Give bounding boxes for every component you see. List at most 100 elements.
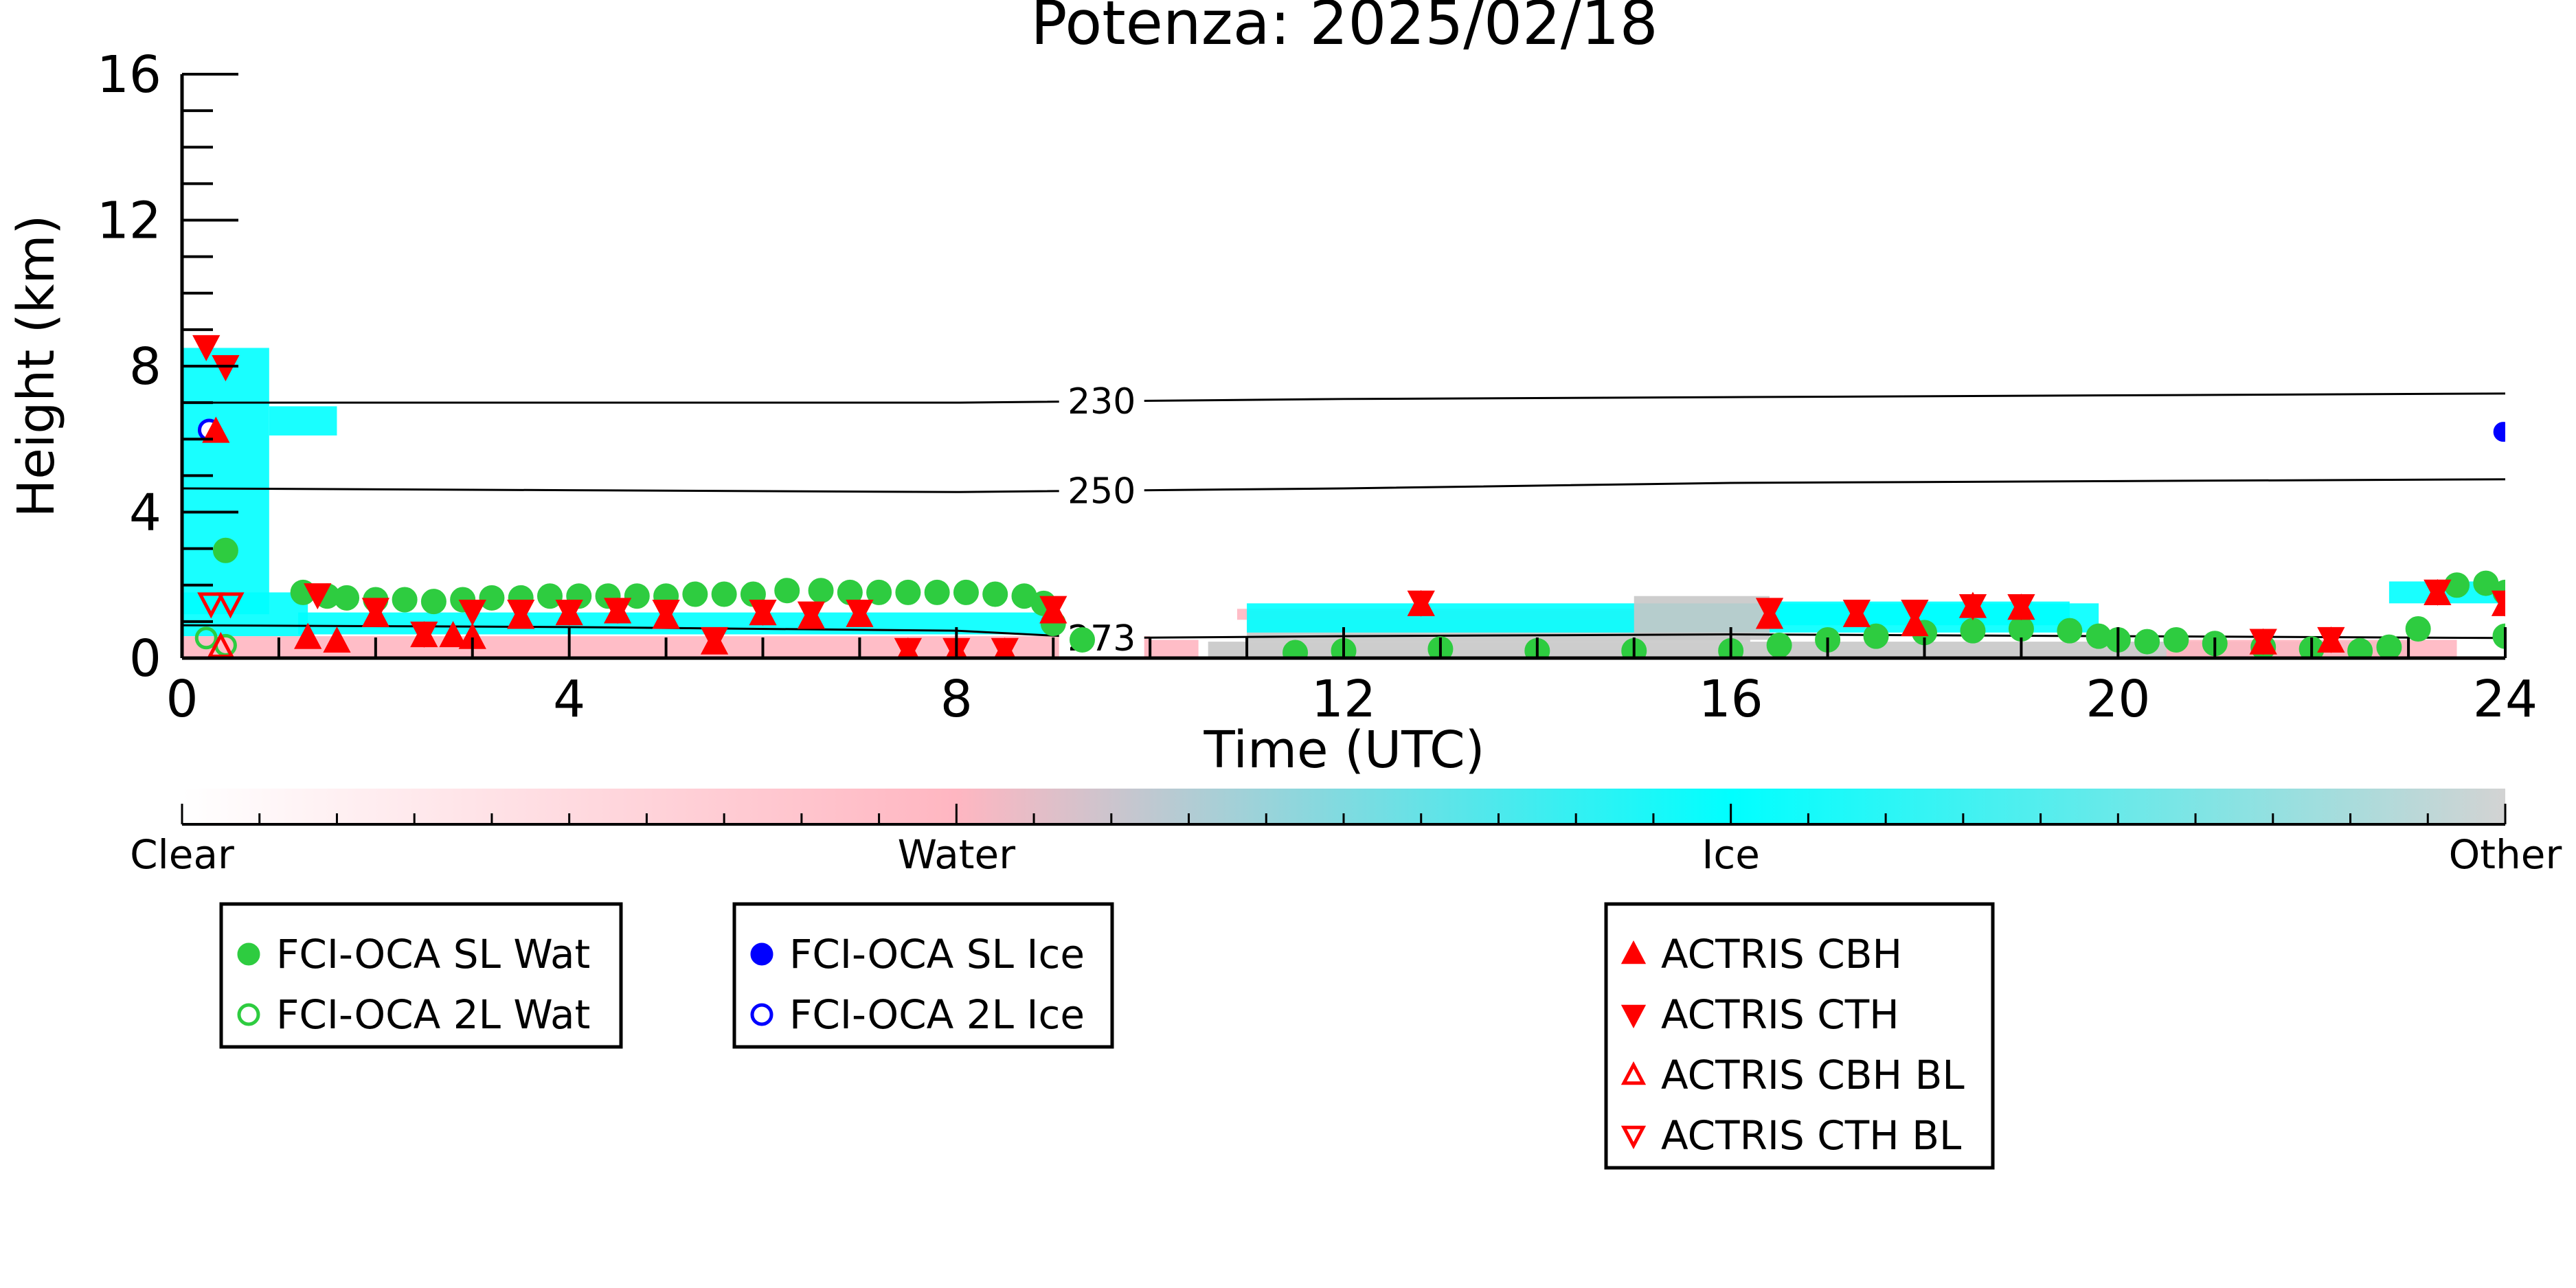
y-tick-label-12: 12: [97, 192, 161, 251]
legend-box-2: ACTRIS CBH ACTRIS CTH ACTRIS CBH BL ACTRIS …: [1604, 902, 1995, 1170]
actris-cth-marker-19: [1755, 598, 1784, 624]
fci-oca-sl-wat-marker-3: [334, 585, 360, 611]
classification-region-9: [1634, 596, 1770, 640]
actris-cth-marker-9: [652, 599, 680, 626]
fci-oca-sl-wat-marker-6: [420, 589, 447, 615]
cloud-markers: [192, 335, 2505, 658]
legends: FCI-OCA SL Wat FCI-OCA 2L Wat FCI-OCA SL I…: [219, 902, 1995, 1170]
fci-oca-sl-wat-marker-52: [2405, 616, 2431, 642]
legend-label-actris-cbh: ACTRIS CBH: [1661, 931, 1902, 978]
x-tick-label-16: 16: [1699, 670, 1763, 729]
actris-cth-marker-23: [2007, 594, 2035, 621]
contour-line-230: [182, 392, 2506, 404]
contour-label-230: 230: [1067, 381, 1136, 422]
y-tick-label-4: 4: [129, 484, 161, 543]
fci-oca-sl-wat-marker-36: [1766, 632, 1792, 658]
actris-cth-marker-17: [1039, 596, 1067, 622]
contour-line-273: [181, 624, 2506, 640]
actris-cth-marker-27: [2491, 590, 2505, 617]
classification-region-0: [182, 348, 269, 615]
contour-label-bg-230: [1059, 382, 1144, 421]
actris-cth-marker-6: [507, 599, 535, 626]
fci-oca-sl-wat-marker-29: [1070, 626, 1096, 653]
legend-marker-actris-cth-bl: [1620, 1125, 1647, 1150]
fci-oca-sl-wat-marker-15: [682, 581, 708, 607]
actris-cbh-marker-0: [202, 416, 230, 443]
legend-label-fci-oca-sl-ice: FCI-OCA SL Ice: [789, 931, 1085, 978]
legend-marker-fci-oca-2l-ice: [750, 1003, 773, 1026]
fci-oca-sl-wat-marker-45: [2134, 629, 2160, 655]
fci-oca-sl-wat-marker-56: [2492, 623, 2505, 649]
actris-cth-marker-22: [1958, 594, 1987, 621]
legend-label-actris-cth-bl: ACTRIS CTH BL: [1661, 1112, 1961, 1159]
x-tick-label-24: 24: [2473, 670, 2538, 729]
actris-cth-marker-0: [192, 335, 221, 361]
fci-oca-sl-wat-marker-42: [2057, 618, 2083, 644]
legend-marker-fci-oca-sl-wat: [237, 942, 260, 966]
legend-marker-actris-cbh: [1620, 940, 1647, 964]
actris-cbh-marker-1: [294, 622, 322, 649]
actris-cth-marker-21: [1901, 599, 1929, 626]
contour-label-bg-250: [1059, 471, 1144, 510]
legend-box-0: FCI-OCA SL Wat FCI-OCA 2L Wat: [219, 902, 623, 1049]
legend-label-actris-cbh-bl: ACTRIS CBH BL: [1661, 1052, 1965, 1098]
fci-oca-sl-wat-marker-22: [895, 579, 921, 605]
legend-marker-actris-cbh-bl: [1620, 1061, 1647, 1085]
legend-frame-1: [732, 902, 1114, 1049]
actris-cth-marker-25: [2317, 626, 2345, 653]
fci-oca-sl-wat-marker-46: [2163, 626, 2189, 653]
actris-cth-marker-12: [797, 601, 826, 628]
fci-oca-sl-wat-marker-8: [479, 585, 505, 611]
x-tick-label-12: 12: [1311, 670, 1376, 729]
actris-cth-marker-8: [603, 598, 632, 624]
actris-cth-marker-20: [1842, 599, 1871, 626]
actris-cth-marker-26: [2424, 579, 2452, 606]
fci-oca-sl-wat-marker-38: [1863, 623, 1889, 649]
classbar-label-clear: Clear: [130, 831, 234, 878]
classification-bar-axis: Clear Water Ice Other: [130, 804, 2562, 878]
actris-cbh-marker-2: [323, 626, 351, 653]
fci-oca-sl-wat-marker-10: [536, 583, 563, 609]
actris-cth-marker-4: [410, 621, 438, 648]
actris-cth-marker-16: [991, 637, 1019, 658]
legend-label-actris-cth: ACTRIS CTH: [1661, 991, 1899, 1038]
classbar-label-ice: Ice: [1702, 831, 1760, 878]
actris-cth-marker-13: [846, 599, 874, 626]
actris-cth-marker-5: [458, 599, 486, 626]
fci-oca-sl-wat-marker-41: [2008, 616, 2034, 642]
legend-marker-actris-cth: [1620, 1004, 1647, 1029]
fci-oca-sl-wat-marker-30: [1283, 640, 1309, 658]
fci-oca-sl-wat-marker-18: [774, 578, 800, 604]
fci-oca-sl-wat-marker-21: [866, 579, 892, 605]
fci-oca-sl-wat-marker-53: [2444, 572, 2470, 598]
legend-marker-fci-oca-2l-wat: [237, 1003, 260, 1026]
actris-cbh-marker-5: [439, 620, 467, 648]
legend-marker-fci-oca-sl-ice: [750, 942, 773, 966]
fci-oca-sl-wat-marker-13: [624, 583, 650, 609]
plot-axes: 0 4 8 12 16 0 4 8 12 16 20 24: [97, 45, 2538, 729]
y-tick-label-16: 16: [97, 45, 161, 104]
fci-oca-sl-wat-marker-16: [711, 581, 737, 607]
fci-oca-sl-wat-marker-5: [392, 587, 418, 613]
fci-oca-sl-wat-marker-40: [1960, 618, 1986, 644]
fci-oca-sl-ice-marker-0: [2493, 422, 2505, 442]
fci-oca-sl-wat-marker-51: [2376, 634, 2402, 658]
y-axis-label: Height (km): [7, 215, 66, 518]
actris-cth-marker-3: [361, 598, 389, 624]
legend-frame-0: [219, 902, 623, 1049]
actris-cth-marker-14: [894, 637, 923, 658]
fci-oca-sl-wat-marker-25: [982, 581, 1008, 607]
actris-cth-marker-7: [555, 599, 583, 626]
fci-oca-sl-wat-marker-24: [953, 579, 979, 605]
y-tick-label-0: 0: [129, 629, 161, 688]
fci-oca-sl-wat-marker-0: [212, 537, 238, 563]
actris-cth-marker-10: [700, 626, 729, 653]
legend-label-fci-oca-sl-wat: FCI-OCA SL Wat: [276, 931, 590, 978]
contour-line-250: [181, 478, 2506, 493]
fci-oca-sl-wat-marker-50: [2347, 637, 2373, 658]
classbar-label-other: Other: [2449, 831, 2562, 878]
contour-label-250: 250: [1067, 471, 1136, 512]
actris-cth-marker-11: [749, 599, 777, 626]
